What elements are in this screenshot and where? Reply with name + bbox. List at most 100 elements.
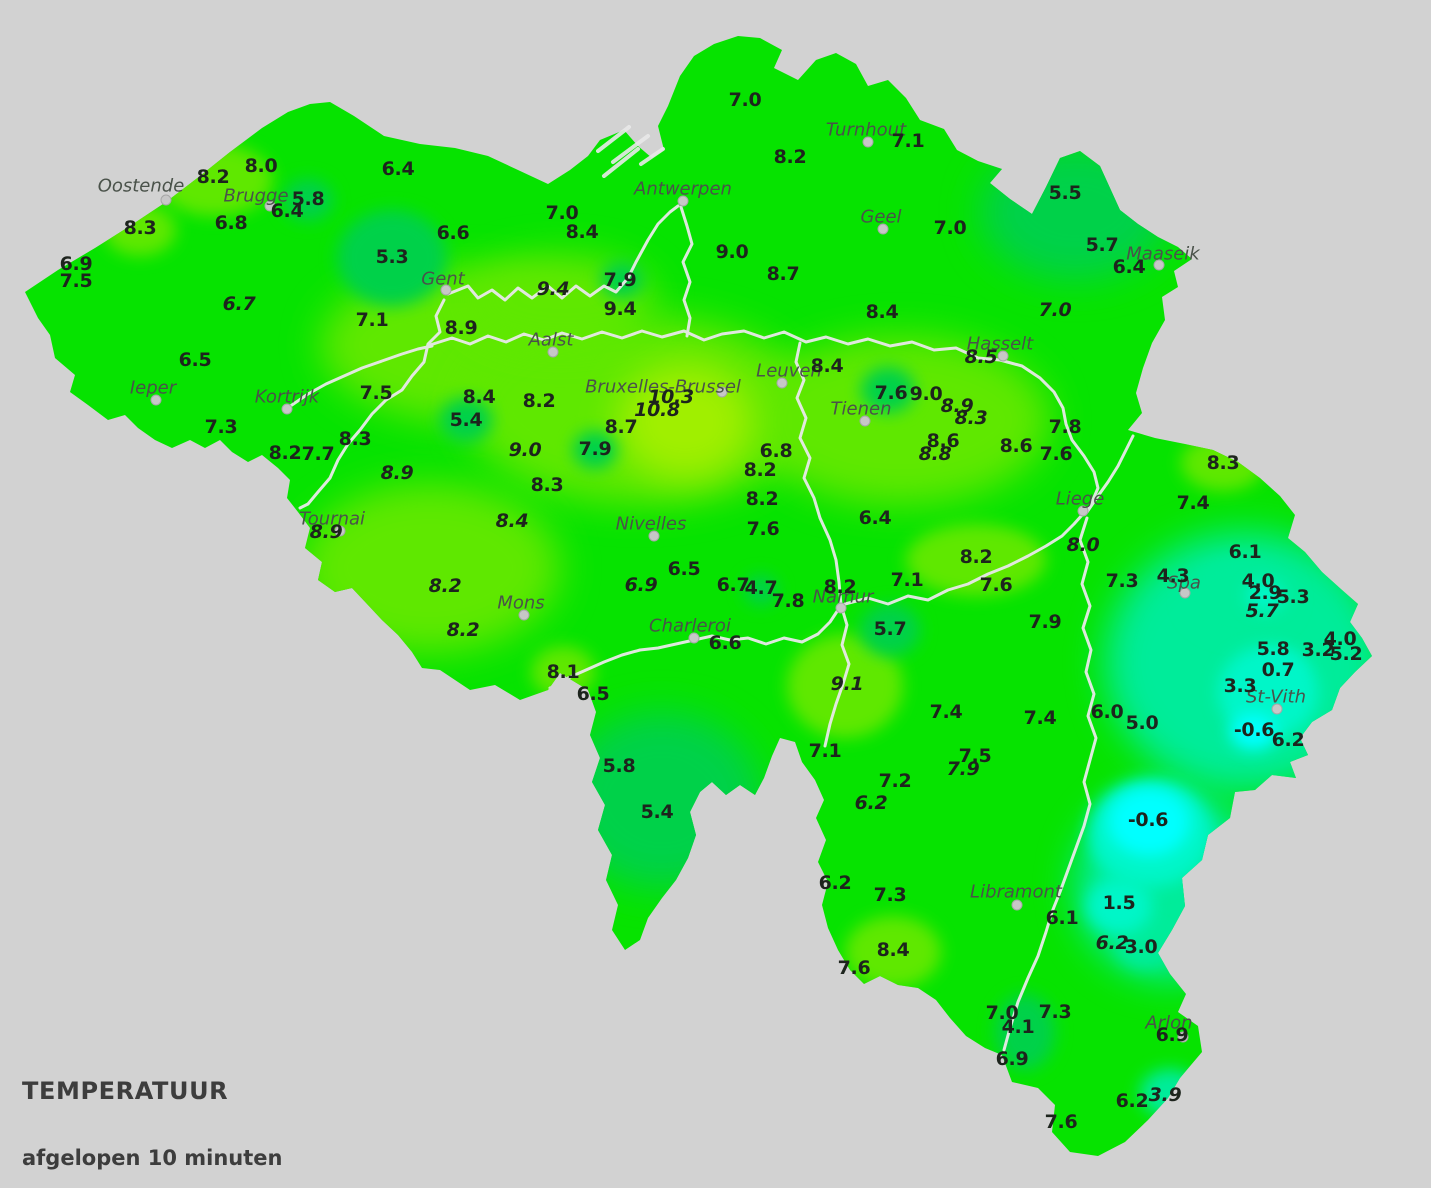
city-dot <box>334 525 346 537</box>
city-dot <box>716 386 728 398</box>
temp-value: 6.2 <box>1095 932 1129 954</box>
city-dot <box>1077 505 1089 517</box>
temp-value: 8.2 <box>823 576 857 598</box>
temp-value: 8.3 <box>530 474 564 496</box>
city-dot <box>547 346 559 358</box>
temp-value: 5.7 <box>1245 600 1279 622</box>
city-dot <box>518 609 530 621</box>
temp-value: 7.3 <box>873 884 907 906</box>
temp-value: 5.8 <box>602 755 636 777</box>
temp-value: 7.5 <box>359 382 393 404</box>
temp-value: 7.9 <box>578 438 612 460</box>
harbour-docks <box>596 125 665 178</box>
temp-value: 8.3 <box>338 428 372 450</box>
temp-value: 3.3 <box>1223 675 1257 697</box>
temp-value: 8.7 <box>766 263 800 285</box>
city-label: Libramont <box>970 881 1062 903</box>
temp-value: 5.5 <box>1048 182 1082 204</box>
temp-value: 6.8 <box>759 440 793 462</box>
city-label: St-Vith <box>1245 686 1307 708</box>
temp-value: 5.4 <box>640 801 674 823</box>
city-dot <box>835 602 847 614</box>
city-dot <box>1271 703 1283 715</box>
city-label: Geel <box>860 206 902 228</box>
temp-value: 3.9 <box>1148 1084 1182 1106</box>
temp-value: 8.6 <box>999 435 1033 457</box>
temp-value: 7.1 <box>808 740 842 762</box>
temp-value: 7.1 <box>891 130 925 152</box>
temp-value: 6.1 <box>1228 541 1262 563</box>
temp-value: 7.8 <box>771 590 805 612</box>
city-label: Leuven <box>756 360 822 382</box>
province-borders <box>287 204 1135 1052</box>
temp-value: 7.4 <box>1023 707 1057 729</box>
temp-value: 7.9 <box>1028 611 1062 633</box>
temp-value: 7.4 <box>1176 492 1210 514</box>
temp-value: 9.0 <box>508 439 542 461</box>
temp-value: 3.0 <box>1124 936 1158 958</box>
temp-value: 6.6 <box>708 632 742 654</box>
temp-value: 7.4 <box>929 701 963 723</box>
temp-value: 8.8 <box>918 443 952 465</box>
temp-value: 7.2 <box>878 770 912 792</box>
temp-value: 4.0 <box>1323 628 1357 650</box>
temp-value: 6.7 <box>222 293 256 315</box>
temp-value: 6.9 <box>995 1048 1029 1070</box>
temp-value: 6.9 <box>1155 1024 1189 1046</box>
temp-value: 7.0 <box>545 202 579 224</box>
temp-value: 9.0 <box>909 383 943 405</box>
temp-value: 1.5 <box>1102 892 1136 914</box>
temp-value: 6.5 <box>667 558 701 580</box>
city-label: Tournai <box>298 508 366 530</box>
temp-value: 8.0 <box>1066 534 1100 556</box>
temp-value: 7.0 <box>1038 299 1072 321</box>
city-label: Nivelles <box>615 513 687 535</box>
temp-value: 7.3 <box>1038 1001 1072 1023</box>
temp-value: 7.7 <box>301 443 335 465</box>
city-dot <box>776 377 788 389</box>
temp-value: 7.6 <box>874 382 908 404</box>
temp-value: 7.6 <box>746 518 780 540</box>
temp-value: 8.3 <box>1206 452 1240 474</box>
city-label: Spa <box>1167 572 1201 594</box>
temp-value: 7.6 <box>979 574 1013 596</box>
city-dot <box>862 136 874 148</box>
city-label: Liege <box>1055 488 1105 510</box>
temp-value: 7.3 <box>1105 570 1139 592</box>
city-label: Tienen <box>830 398 892 420</box>
temp-value: 9.4 <box>603 298 637 320</box>
temp-value: 5.2 <box>1329 643 1363 665</box>
temp-value: 8.2 <box>428 575 462 597</box>
temp-value: 5.7 <box>873 618 907 640</box>
temp-value: 8.4 <box>495 510 529 532</box>
temp-value: 9.1 <box>830 673 864 695</box>
temp-value: 4.3 <box>1156 565 1190 587</box>
temp-value: 7.6 <box>1044 1111 1078 1133</box>
temp-value: 8.4 <box>876 939 910 961</box>
temp-value: 6.4 <box>381 158 415 180</box>
city-label: Ieper <box>129 377 177 399</box>
temp-value: 6.5 <box>576 683 610 705</box>
temp-value: 6.9 <box>624 574 658 596</box>
city-dot <box>264 200 276 212</box>
temp-value: 8.3 <box>954 407 988 429</box>
temp-value: 6.4 <box>270 200 304 222</box>
temp-value: 8.2 <box>743 459 777 481</box>
temp-value: 8.4 <box>810 355 844 377</box>
temp-value: 6.4 <box>858 507 892 529</box>
temp-value: 6.7 <box>716 574 750 596</box>
temp-value: 7.1 <box>355 309 389 331</box>
temp-value: 8.1 <box>546 661 580 683</box>
temp-value: 8.9 <box>380 462 414 484</box>
city-dot <box>859 415 871 427</box>
temp-value: 8.2 <box>268 442 302 464</box>
temp-value: 6.8 <box>214 212 248 234</box>
temp-value: 4.0 <box>1241 570 1275 592</box>
temp-value: 5.7 <box>1085 234 1119 256</box>
city-label: Arlon <box>1145 1012 1193 1034</box>
city-dot <box>997 350 1009 362</box>
city-dot <box>150 394 162 406</box>
temp-value: 8.2 <box>959 546 993 568</box>
